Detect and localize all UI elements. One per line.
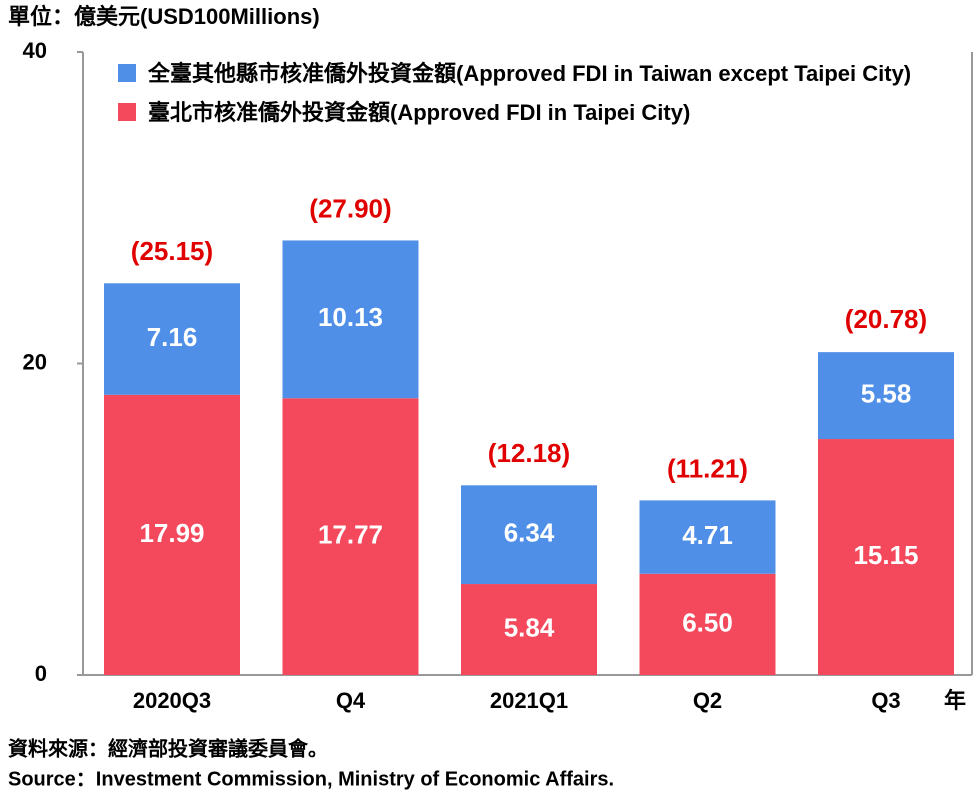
data-label: 4.71 [682, 520, 733, 550]
x-tick-label: 2021Q1 [490, 688, 568, 713]
bar-segment [818, 439, 954, 675]
data-label: 5.58 [861, 378, 912, 408]
bar-segment [282, 240, 419, 399]
data-label: 7.16 [147, 322, 198, 352]
data-label: 6.50 [682, 607, 733, 637]
legend: 全臺其他縣市核准僑外投資金額(Approved FDI in Taiwan ex… [118, 57, 938, 135]
source-en: Source：Investment Commission, Ministry o… [8, 768, 614, 790]
y-axis-label: 單位：億美元(USD100Millions) [8, 4, 320, 29]
y-tick-label: 20 [23, 349, 47, 374]
total-label: (25.15) [131, 236, 213, 266]
source-zh: 資料來源：經濟部投資審議委員會。 [8, 736, 328, 760]
data-label: 17.77 [318, 519, 383, 549]
bar-segment [104, 283, 240, 395]
y-tick-label: 0 [35, 661, 47, 686]
legend-label: 臺北市核准僑外投資金額(Approved FDI in Taipei City) [148, 100, 691, 125]
x-unit-label: 年 [944, 688, 966, 713]
x-tick-label: Q2 [693, 688, 722, 713]
x-tick-label: Q3 [871, 688, 900, 713]
total-label: (27.90) [309, 193, 391, 223]
bar-segment [461, 485, 597, 585]
bar-segment [104, 394, 240, 675]
legend-label: 全臺其他縣市核准僑外投資金額(Approved FDI in Taiwan ex… [148, 61, 912, 86]
data-label: 6.34 [504, 518, 555, 548]
legend-item: 臺北市核准僑外投資金額(Approved FDI in Taipei City) [118, 96, 938, 129]
x-tick-label: 2020Q3 [133, 688, 211, 713]
data-label: 5.84 [504, 612, 555, 642]
bar-segment [639, 573, 776, 675]
data-label: 15.15 [853, 540, 918, 570]
y-tick-label: 40 [23, 38, 47, 63]
data-label: 17.99 [139, 518, 204, 548]
bar-segment [818, 352, 954, 440]
legend-swatch [118, 103, 136, 121]
bar-segment [282, 398, 419, 675]
total-label: (12.18) [488, 438, 570, 468]
data-label: 10.13 [318, 302, 383, 332]
bar-segment [639, 500, 776, 574]
x-tick-label: Q4 [336, 688, 366, 713]
legend-item: 全臺其他縣市核准僑外投資金額(Approved FDI in Taiwan ex… [118, 57, 938, 90]
bar-segment [461, 584, 597, 675]
total-label: (11.21) [667, 453, 748, 483]
legend-swatch [118, 64, 136, 82]
total-label: (20.78) [845, 304, 927, 334]
